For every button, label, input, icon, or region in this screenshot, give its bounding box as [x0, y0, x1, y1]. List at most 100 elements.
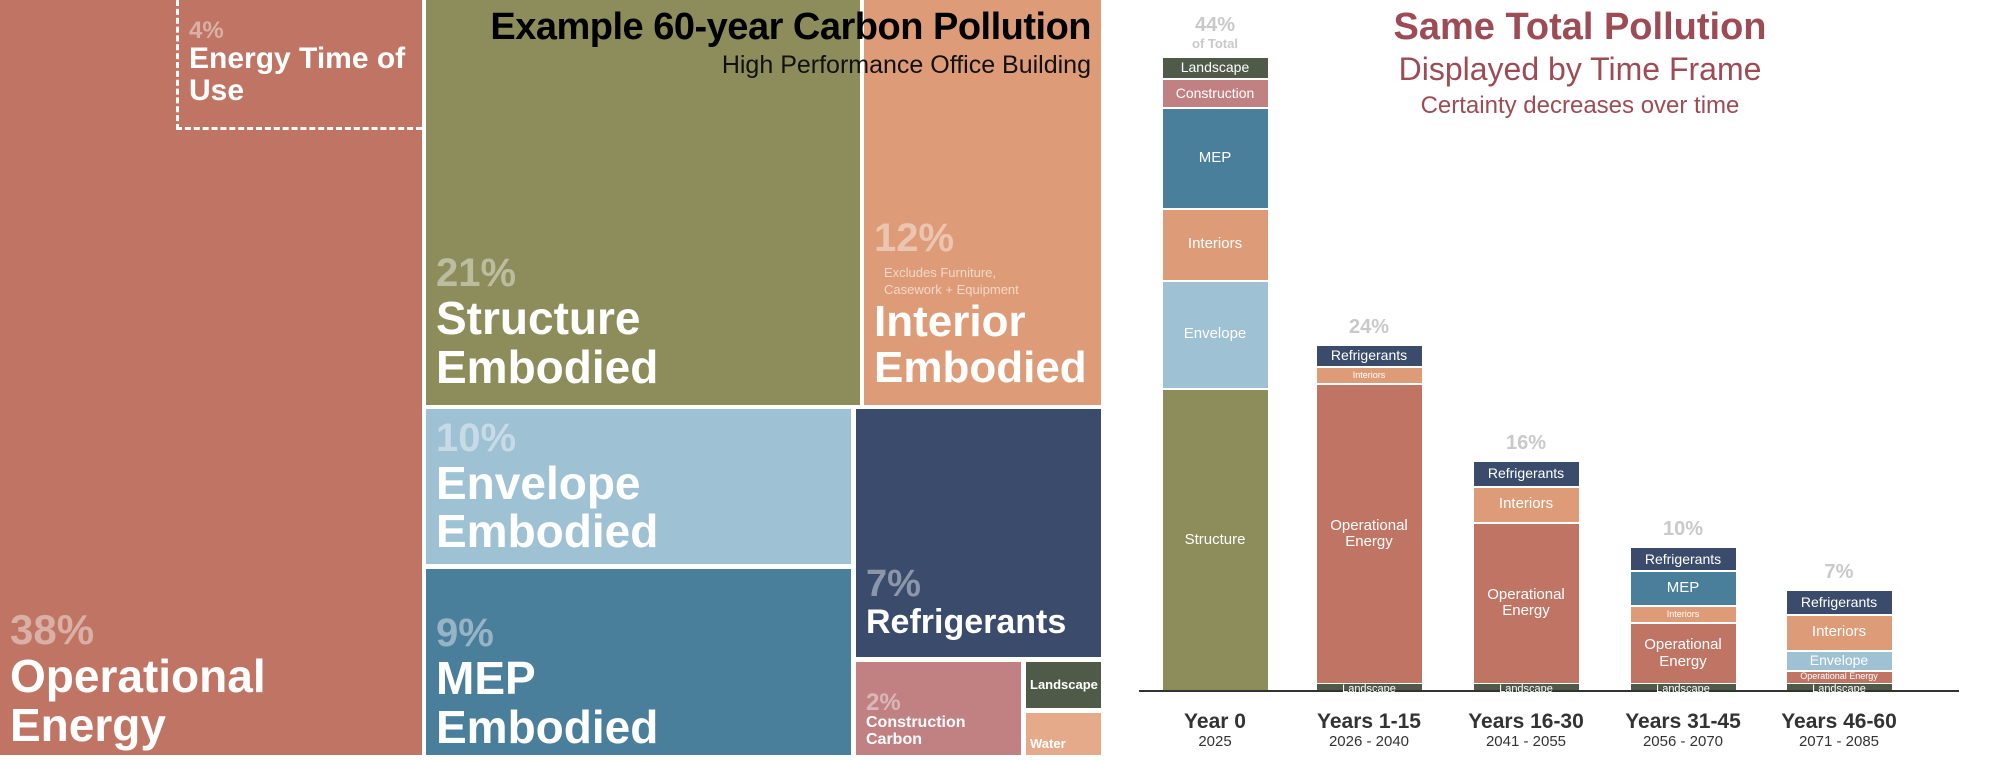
tile-name: MEP Embodied — [436, 652, 659, 753]
tile: Water — [1026, 713, 1101, 755]
segment-label: Operational Energy — [1487, 585, 1565, 620]
bar-segment: Envelope — [1786, 649, 1892, 670]
segment-label: Envelope — [1809, 652, 1869, 669]
tile: 12% Excludes Furniture, Casework + Equipm… — [864, 0, 1101, 405]
chart-subtitle: Displayed by Time Frame — [1398, 51, 1762, 87]
tile-label: 7% Refrigerants — [866, 565, 1101, 641]
tile: 21% Structure Embodied — [426, 0, 860, 405]
x-tick-sublabel: 2071 - 2085 — [1798, 733, 1880, 750]
tile-value: 2% — [866, 689, 901, 717]
bar-segment: Structure — [1162, 387, 1268, 690]
bar-segment: MEP — [1630, 570, 1736, 606]
x-tick-sublabel: 2026 - 2040 — [1328, 733, 1410, 750]
x-tick-sublabel: 2025 — [1198, 733, 1232, 750]
segment-label: MEP — [1198, 148, 1232, 166]
bar-segment: Refrigerants — [1473, 459, 1579, 486]
tile-label: Landscape — [1030, 678, 1101, 692]
tile-value: 4% — [189, 17, 224, 44]
segment-label: Construction — [1175, 84, 1255, 101]
x-tick-label: Years 31-45 — [1625, 710, 1741, 733]
tile-label: 12% Excludes Furniture, Casework + Equipm… — [874, 217, 1101, 391]
tile-value: 9% — [436, 611, 494, 656]
bar-segment: Operational Energy — [1630, 622, 1736, 683]
tile-label: Water — [1030, 737, 1101, 751]
segment-label: Refrigerants — [1800, 593, 1878, 610]
tile-name: Operational Energy — [10, 650, 266, 751]
total-label: 10% — [1662, 518, 1704, 540]
tile-value-row: 4% — [189, 18, 409, 43]
total-label: 7% — [1824, 561, 1854, 584]
tile-label: 38% Operational Energy — [10, 608, 390, 749]
tile: Landscape — [1026, 662, 1101, 708]
tile-name: Interior Embodied — [874, 296, 1087, 392]
chart-title: Example 60-year Carbon Pollution — [490, 6, 1091, 48]
tile: 9% MEP Embodied — [426, 569, 851, 755]
x-tick-label: Years 16-30 — [1468, 710, 1584, 733]
tile-value-row: 10% — [436, 417, 736, 459]
segment-label: Interiors — [1811, 623, 1867, 641]
bar-segment: Operational Energy — [1316, 383, 1422, 683]
bar-segment: Refrigerants — [1630, 546, 1736, 571]
tile: 10% Envelope Embodied — [426, 409, 851, 564]
bar-segment: Interiors — [1162, 207, 1268, 280]
x-tick-label: Years 1-15 — [1317, 710, 1421, 733]
bar-segment: Landscape — [1630, 682, 1736, 695]
segment-label: Refrigerants — [1330, 347, 1408, 364]
tile-value: 10% — [436, 416, 517, 460]
bar-segment: Interiors — [1316, 366, 1422, 384]
tile-label: 2% Construction Carbon — [866, 690, 976, 749]
baseline — [1139, 690, 1959, 692]
segment-label: Landscape — [1656, 682, 1710, 695]
segment-label: MEP — [1666, 579, 1700, 597]
tile-value-row: 2% — [866, 690, 976, 715]
tile-label: 4% Energy Time of Use — [189, 18, 409, 106]
bar-segment: Operational Energy — [1786, 669, 1892, 683]
tile-value: 12% — [874, 215, 955, 260]
bar-segment: Landscape — [1473, 682, 1579, 695]
segment-label: Interiors — [1498, 495, 1554, 513]
bar-segment: Operational Energy — [1473, 521, 1579, 683]
bar-segment: Envelope — [1162, 279, 1268, 388]
segment-label: Interiors — [1666, 608, 1700, 619]
tile: 2% Construction Carbon — [856, 662, 1021, 755]
tile-value: 38% — [10, 606, 95, 654]
x-tick-sublabel: 2056 - 2070 — [1642, 733, 1724, 750]
segment-label: Refrigerants — [1487, 464, 1565, 481]
tile-value-row: 12% Excludes Furniture, Casework + Equipm… — [874, 217, 1101, 299]
tile-name: Refrigerants — [866, 603, 1067, 642]
inset-tile: 4% Energy Time of Use — [176, 0, 422, 130]
bar-segment: Landscape — [1316, 682, 1422, 695]
tile-annotation: Excludes Furniture, Casework + Equipment — [884, 264, 1019, 297]
tile-name: Construction Carbon — [866, 714, 966, 749]
bar-segment: Construction — [1162, 78, 1268, 107]
bar-segment: Interiors — [1473, 485, 1579, 522]
tile-value: 7% — [866, 563, 921, 606]
segment-label: Envelope — [1183, 325, 1247, 343]
x-tick-label: Year 0 — [1184, 710, 1246, 733]
segment-label: Interiors — [1187, 235, 1243, 253]
bar-segment: Interiors — [1630, 605, 1736, 623]
tile: 7% Refrigerants — [856, 409, 1101, 657]
x-tick-sublabel: 2041 - 2055 — [1485, 733, 1567, 750]
tile-label: 9% MEP Embodied — [436, 612, 666, 751]
segment-label: Structure — [1184, 530, 1246, 548]
chart-title: Same Total Pollution — [1393, 6, 1767, 48]
chart-subtitle: High Performance Office Building — [721, 51, 1091, 79]
treemap-header: Example 60-year Carbon Pollution High Pe… — [490, 6, 1091, 80]
segment-label: Operational Energy — [1330, 516, 1408, 551]
tile-value-row: 21% — [436, 252, 736, 294]
bar-segment: Landscape — [1162, 56, 1268, 78]
chart-note: Certainty decreases over time — [1420, 92, 1740, 119]
segment-label: Operational Energy — [1644, 636, 1722, 670]
total-label: 44% — [1194, 14, 1236, 37]
tile-name: Landscape — [1030, 677, 1098, 693]
x-tick-label: Years 46-60 — [1781, 710, 1897, 733]
segment-label: Landscape — [1180, 59, 1250, 76]
tile-name: Water — [1030, 736, 1066, 752]
segment-label: Operational Energy — [1800, 671, 1878, 682]
bar-segment: Refrigerants — [1786, 589, 1892, 614]
tile: 38% Operational Energy — [0, 0, 422, 755]
total-label: 16% — [1505, 431, 1547, 454]
tile-value: 21% — [436, 251, 517, 296]
tile-value-row: 9% — [436, 612, 666, 654]
